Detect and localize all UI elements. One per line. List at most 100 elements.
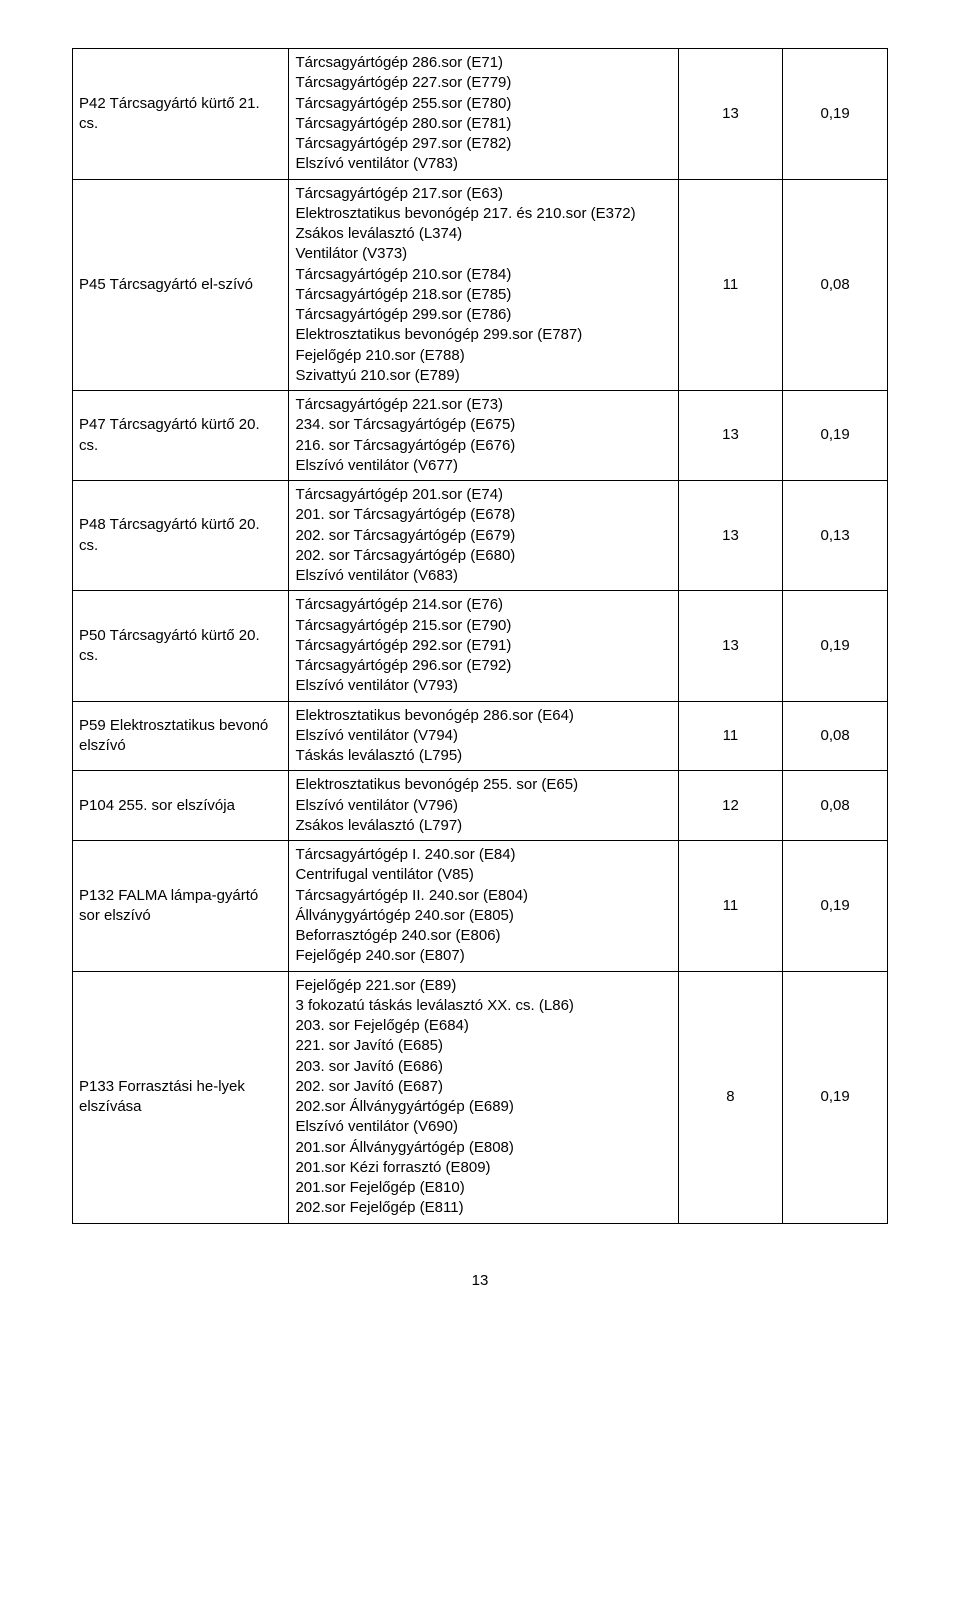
cell-item-line: Elszívó ventilátor (V683) (295, 566, 671, 586)
cell-item-line: Tárcsagyártógép 292.sor (E791) (295, 636, 671, 656)
table-row: P132 FALMA lámpa-gyártó sor elszívóTárcs… (73, 841, 888, 972)
cell-value-a: 13 (678, 49, 783, 180)
cell-item-line: Tárcsagyártógép 217.sor (E63) (295, 184, 671, 204)
cell-item-line: Táskás leválasztó (L795) (295, 746, 671, 766)
cell-value-b: 0,13 (783, 481, 888, 591)
cell-item-line: Tárcsagyártógép 215.sor (E790) (295, 616, 671, 636)
cell-label: P59 Elektrosztatikus bevonó elszívó (73, 701, 289, 771)
cell-item-line: 203. sor Javító (E686) (295, 1057, 671, 1077)
cell-item-line: Beforrasztógép 240.sor (E806) (295, 926, 671, 946)
cell-item-line: Tárcsagyártógép 210.sor (E784) (295, 265, 671, 285)
cell-item-line: Fejelőgép 221.sor (E89) (295, 976, 671, 996)
page-number: 13 (72, 1272, 888, 1289)
cell-item-line: Tárcsagyártógép II. 240.sor (E804) (295, 886, 671, 906)
cell-item-line: Tárcsagyártógép 299.sor (E786) (295, 305, 671, 325)
table-row: P59 Elektrosztatikus bevonó elszívóElekt… (73, 701, 888, 771)
cell-items: Tárcsagyártógép 286.sor (E71)Tárcsagyárt… (289, 49, 678, 180)
cell-item-line: 201. sor Tárcsagyártógép (E678) (295, 505, 671, 525)
cell-value-a: 13 (678, 391, 783, 481)
cell-item-line: Tárcsagyártógép 227.sor (E779) (295, 73, 671, 93)
cell-item-line: Állványgyártógép 240.sor (E805) (295, 906, 671, 926)
cell-item-line: Elszívó ventilátor (V677) (295, 456, 671, 476)
cell-item-line: Elszívó ventilátor (V796) (295, 796, 671, 816)
cell-value-a: 13 (678, 591, 783, 701)
cell-item-line: Tárcsagyártógép 218.sor (E785) (295, 285, 671, 305)
cell-item-line: 202.sor Fejelőgép (E811) (295, 1198, 671, 1218)
cell-label: P104 255. sor elszívója (73, 771, 289, 841)
cell-item-line: 202. sor Tárcsagyártógép (E680) (295, 546, 671, 566)
cell-label: P132 FALMA lámpa-gyártó sor elszívó (73, 841, 289, 972)
cell-item-line: 202. sor Javító (E687) (295, 1077, 671, 1097)
cell-value-a: 11 (678, 701, 783, 771)
cell-item-line: Elszívó ventilátor (V783) (295, 154, 671, 174)
cell-item-line: Tárcsagyártógép I. 240.sor (E84) (295, 845, 671, 865)
table-row: P42 Tárcsagyártó kürtő 21. cs.Tárcsagyár… (73, 49, 888, 180)
cell-item-line: Zsákos leválasztó (L797) (295, 816, 671, 836)
table-row: P50 Tárcsagyártó kürtő 20. cs.Tárcsagyár… (73, 591, 888, 701)
table-row: P48 Tárcsagyártó kürtő 20. cs.Tárcsagyár… (73, 481, 888, 591)
cell-value-b: 0,08 (783, 701, 888, 771)
cell-value-b: 0,19 (783, 841, 888, 972)
cell-item-line: Tárcsagyártógép 201.sor (E74) (295, 485, 671, 505)
cell-item-line: Centrifugal ventilátor (V85) (295, 865, 671, 885)
cell-item-line: Elszívó ventilátor (V794) (295, 726, 671, 746)
cell-item-line: Tárcsagyártógép 297.sor (E782) (295, 134, 671, 154)
cell-item-line: 221. sor Javító (E685) (295, 1036, 671, 1056)
cell-items: Tárcsagyártógép 214.sor (E76)Tárcsagyárt… (289, 591, 678, 701)
cell-item-line: 201.sor Állványgyártógép (E808) (295, 1138, 671, 1158)
page-container: P42 Tárcsagyártó kürtő 21. cs.Tárcsagyár… (0, 0, 960, 1337)
cell-items: Tárcsagyártógép I. 240.sor (E84)Centrifu… (289, 841, 678, 972)
cell-value-b: 0,19 (783, 391, 888, 481)
cell-item-line: Tárcsagyártógép 214.sor (E76) (295, 595, 671, 615)
cell-items: Tárcsagyártógép 221.sor (E73)234. sor Tá… (289, 391, 678, 481)
cell-item-line: Szivattyú 210.sor (E789) (295, 366, 671, 386)
cell-item-line: Elektrosztatikus bevonógép 217. és 210.s… (295, 204, 671, 224)
cell-item-line: Elektrosztatikus bevonógép 255. sor (E65… (295, 775, 671, 795)
cell-items: Tárcsagyártógép 201.sor (E74)201. sor Tá… (289, 481, 678, 591)
cell-value-a: 11 (678, 179, 783, 391)
cell-items: Tárcsagyártógép 217.sor (E63)Elektroszta… (289, 179, 678, 391)
cell-value-a: 13 (678, 481, 783, 591)
table-row: P47 Tárcsagyártó kürtő 20. cs.Tárcsagyár… (73, 391, 888, 481)
cell-item-line: 201.sor Kézi forrasztó (E809) (295, 1158, 671, 1178)
cell-item-line: Elszívó ventilátor (V690) (295, 1117, 671, 1137)
cell-value-b: 0,08 (783, 179, 888, 391)
cell-item-line: Tárcsagyártógép 296.sor (E792) (295, 656, 671, 676)
cell-item-line: Elektrosztatikus bevonógép 299.sor (E787… (295, 325, 671, 345)
cell-item-line: 216. sor Tárcsagyártógép (E676) (295, 436, 671, 456)
cell-value-b: 0,08 (783, 771, 888, 841)
table-row: P45 Tárcsagyártó el-szívóTárcsagyártógép… (73, 179, 888, 391)
cell-value-b: 0,19 (783, 591, 888, 701)
cell-item-line: Zsákos leválasztó (L374) (295, 224, 671, 244)
cell-item-line: 202. sor Tárcsagyártógép (E679) (295, 526, 671, 546)
cell-value-b: 0,19 (783, 971, 888, 1223)
cell-item-line: Fejelőgép 240.sor (E807) (295, 946, 671, 966)
cell-item-line: 201.sor Fejelőgép (E810) (295, 1178, 671, 1198)
cell-item-line: 234. sor Tárcsagyártógép (E675) (295, 415, 671, 435)
cell-item-line: 3 fokozatú táskás leválasztó XX. cs. (L8… (295, 996, 671, 1016)
table-row: P104 255. sor elszívója Elektrosztatikus … (73, 771, 888, 841)
cell-item-line: Tárcsagyártógép 286.sor (E71) (295, 53, 671, 73)
cell-label: P42 Tárcsagyártó kürtő 21. cs. (73, 49, 289, 180)
cell-item-line: Fejelőgép 210.sor (E788) (295, 346, 671, 366)
cell-value-b: 0,19 (783, 49, 888, 180)
cell-value-a: 11 (678, 841, 783, 972)
cell-item-line: 202.sor Állványgyártógép (E689) (295, 1097, 671, 1117)
cell-label: P133 Forrasztási he-lyek elszívása (73, 971, 289, 1223)
cell-value-a: 12 (678, 771, 783, 841)
cell-item-line: Ventilátor (V373) (295, 244, 671, 264)
table-row: P133 Forrasztási he-lyek elszívásaFejelő… (73, 971, 888, 1223)
cell-item-line: Elektrosztatikus bevonógép 286.sor (E64) (295, 706, 671, 726)
data-table: P42 Tárcsagyártó kürtő 21. cs.Tárcsagyár… (72, 48, 888, 1224)
cell-label: P50 Tárcsagyártó kürtő 20. cs. (73, 591, 289, 701)
cell-item-line: 203. sor Fejelőgép (E684) (295, 1016, 671, 1036)
cell-label: P45 Tárcsagyártó el-szívó (73, 179, 289, 391)
cell-items: Fejelőgép 221.sor (E89)3 fokozatú táskás… (289, 971, 678, 1223)
cell-item-line: Tárcsagyártógép 280.sor (E781) (295, 114, 671, 134)
cell-label: P48 Tárcsagyártó kürtő 20. cs. (73, 481, 289, 591)
cell-label: P47 Tárcsagyártó kürtő 20. cs. (73, 391, 289, 481)
cell-items: Elektrosztatikus bevonógép 286.sor (E64)… (289, 701, 678, 771)
cell-item-line: Tárcsagyártógép 255.sor (E780) (295, 94, 671, 114)
cell-value-a: 8 (678, 971, 783, 1223)
cell-item-line: Tárcsagyártógép 221.sor (E73) (295, 395, 671, 415)
